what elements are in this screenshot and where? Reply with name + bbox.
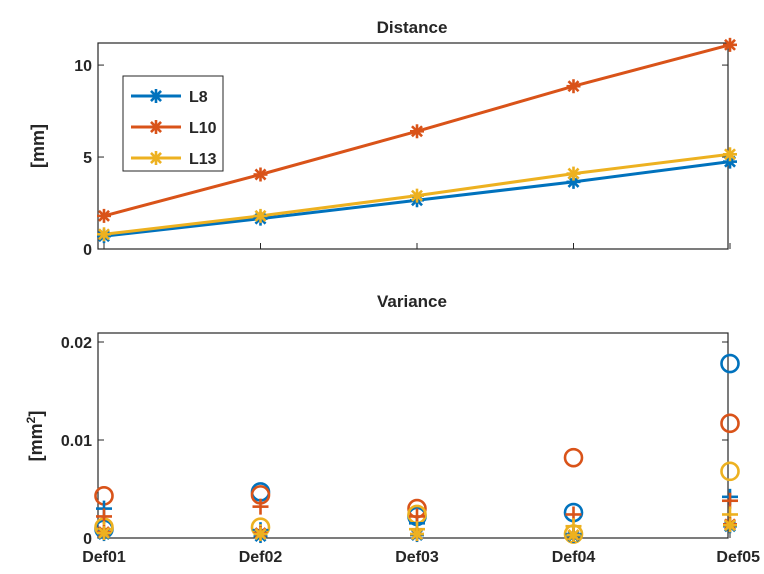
data-point-L13-Def03 [410, 188, 424, 203]
data-point-L10-Def02 [253, 167, 268, 182]
data-point-L10-Def03 [410, 124, 424, 139]
variance-title: Variance [377, 292, 447, 311]
variance-y-tick-label: 0.02 [61, 335, 92, 352]
variance-point-circle-2-Def05 [720, 461, 740, 482]
variance-panel: Variance 0 0.01 0.02 Def01 Def02 Def03 Def04 D… [24, 292, 760, 566]
variance-point-asterisk-8-Def02 [253, 527, 268, 542]
variance-y-label-main: [mm [26, 423, 46, 461]
distance-y-ticks: 0 5 10 [74, 58, 731, 259]
variance-point-circle-0-Def05 [720, 353, 740, 374]
variance-y-label-sup: 2 [24, 416, 38, 423]
variance-y-label-end: ] [26, 411, 46, 417]
distance-y-label: [mm] [28, 124, 48, 168]
variance-axes-box [97, 332, 729, 539]
distance-panel: Distance 0 5 10 [mm] L8 L10 L13 [28, 18, 737, 259]
legend-marker-L10 [149, 120, 163, 134]
data-point-L13-Def02 [253, 208, 268, 223]
variance-point-asterisk-8-Def01 [97, 526, 111, 541]
variance-point-asterisk-8-Def04 [566, 528, 581, 543]
data-point-L13-Def05 [723, 147, 737, 162]
distance-y-tick-label: 5 [83, 150, 92, 167]
variance-x-tick-label: Def04 [552, 549, 596, 566]
legend-entries: L8 L10 L13 [131, 89, 217, 168]
legend-label-L10: L10 [189, 120, 217, 137]
variance-y-ticks: 0 0.01 0.02 [61, 335, 728, 548]
legend-marker-L8 [149, 89, 163, 103]
legend-label-L13: L13 [189, 151, 217, 168]
data-point-L13-Def01 [97, 227, 111, 242]
variance-y-tick-label: 0 [83, 531, 92, 548]
data-point-L10-Def04 [566, 79, 581, 94]
variance-x-tick-label: Def01 [82, 549, 126, 566]
legend-box [122, 75, 224, 172]
variance-point-circle-1-Def05 [720, 413, 740, 434]
variance-point-plus-4-Def05 [722, 492, 738, 509]
variance-plot-area [94, 353, 740, 544]
distance-plot-area [97, 37, 737, 244]
variance-point-circle-1-Def04 [563, 447, 584, 468]
legend-label-L8: L8 [189, 89, 208, 106]
distance-y-tick-label: 0 [83, 242, 92, 259]
variance-x-tick-label: Def05 [716, 549, 760, 566]
distance-legend: L8 L10 L13 [122, 75, 224, 172]
variance-y-label: [mm2] [24, 411, 46, 462]
variance-point-asterisk-8-Def05 [723, 518, 737, 533]
variance-x-tick-label: Def03 [395, 549, 439, 566]
variance-point-asterisk-8-Def03 [410, 527, 424, 542]
distance-y-tick-label: 10 [74, 58, 92, 75]
distance-title: Distance [377, 18, 448, 37]
data-point-L10-Def01 [97, 208, 111, 223]
data-point-L10-Def05 [723, 37, 737, 52]
legend-marker-L13 [149, 151, 163, 165]
variance-point-plus-4-Def02 [252, 498, 269, 515]
variance-y-tick-label: 0.01 [61, 433, 92, 450]
variance-x-tick-label: Def02 [239, 549, 283, 566]
data-point-L13-Def04 [566, 166, 581, 181]
